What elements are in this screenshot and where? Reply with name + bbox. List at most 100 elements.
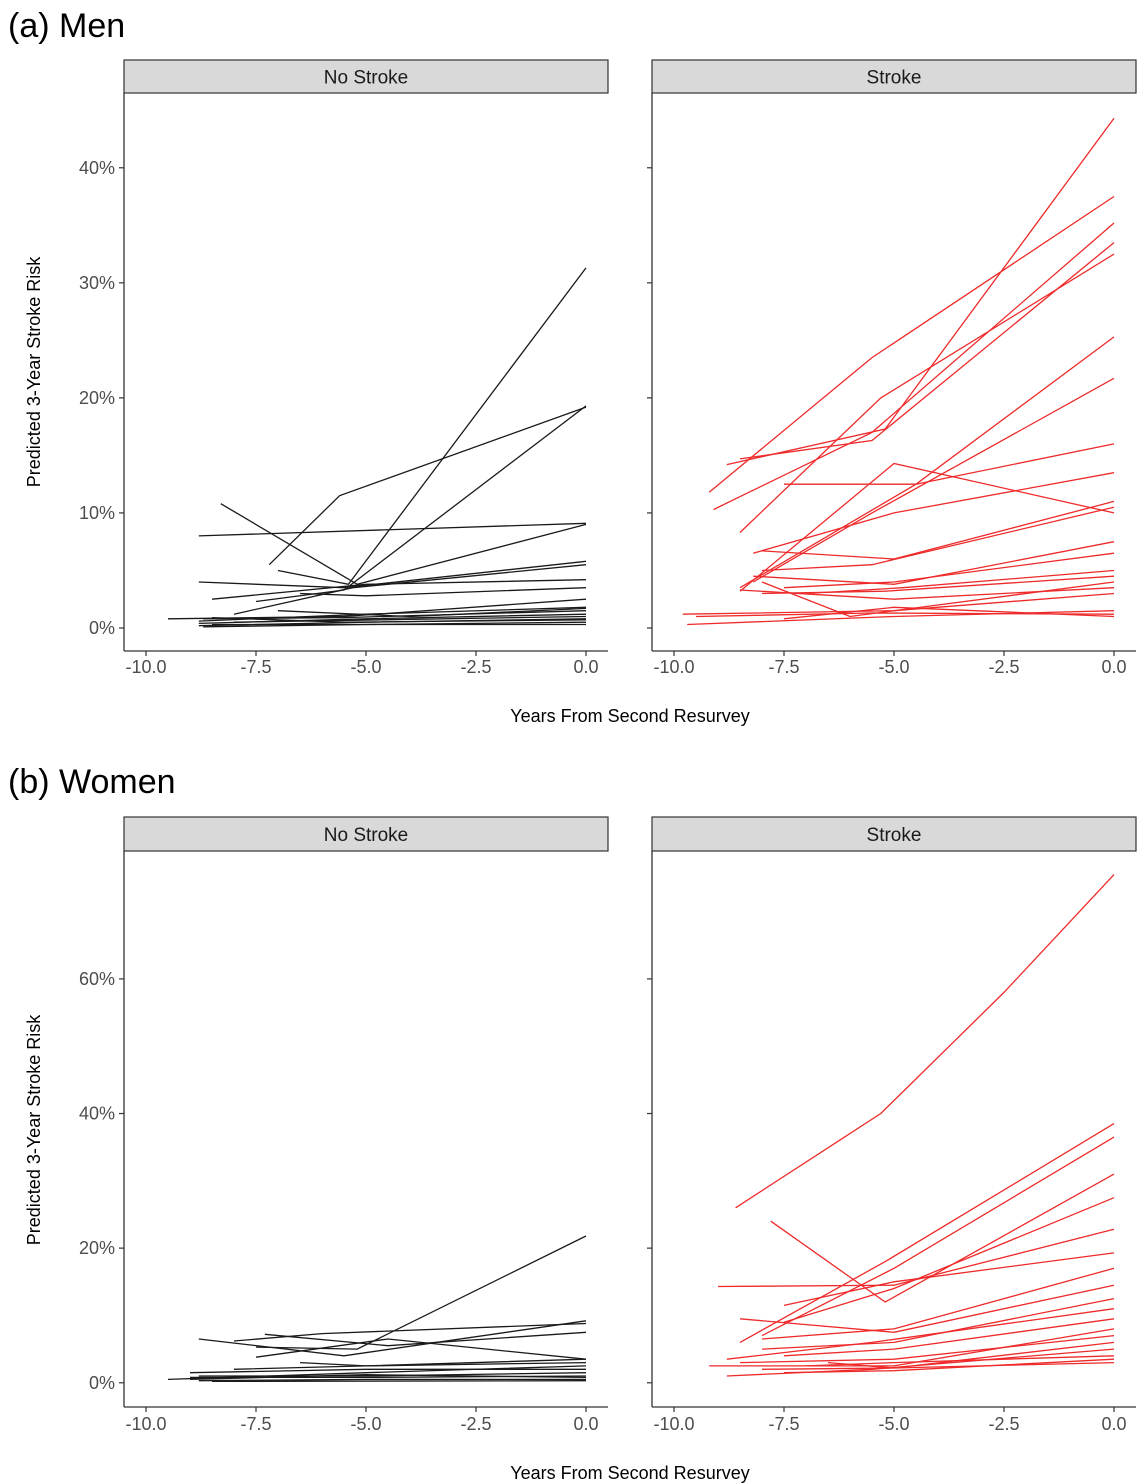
series-line [211, 579, 587, 600]
y-tick-label: 20% [79, 1238, 115, 1258]
y-tick-label: 10% [79, 503, 115, 523]
panel-title: (b) Women [8, 763, 176, 801]
series-line [739, 242, 1115, 460]
x-tick-label: -5.0 [878, 657, 909, 677]
series-line [277, 607, 587, 618]
x-tick-label: -10.0 [653, 1414, 694, 1434]
y-tick-label: 40% [79, 1104, 115, 1124]
series-line [233, 615, 587, 623]
series-line [735, 874, 1115, 1209]
x-tick-label: -10.0 [125, 657, 166, 677]
series-line [739, 462, 1115, 592]
x-tick-label: -10.0 [653, 657, 694, 677]
series-line [783, 606, 1115, 620]
series-line [189, 1368, 586, 1374]
series-line [682, 592, 1115, 615]
series-line [783, 1358, 1115, 1374]
x-axis-title: Years From Second Resurvey [510, 1463, 749, 1483]
panel-title: (a) Men [8, 7, 125, 45]
series-line [268, 406, 587, 566]
facet-strip-label: No Stroke [324, 68, 408, 89]
facet-no-stroke: No Stroke 0% 20% 40% 60% -10.0 -7.5 -5.0 -2.5 0.0 [79, 816, 609, 1434]
facet-strip-label: No Stroke [324, 825, 408, 846]
series-group [709, 874, 1115, 1377]
x-tick-label: -2.5 [988, 1414, 1019, 1434]
series-line [827, 1361, 1115, 1369]
series-line [299, 587, 587, 597]
panel-women: (b) Women No Stroke 0% 20% 40% 60% -10.0 -7.5 -5… [8, 763, 1137, 1483]
series-line [761, 500, 1115, 560]
x-tick-label: 0.0 [1101, 1414, 1126, 1434]
x-tick-label: -5.0 [350, 657, 381, 677]
y-axis-title: Predicted 3-Year Stroke Risk [24, 256, 44, 487]
x-tick-label: -2.5 [988, 657, 1019, 677]
facet-strip [123, 59, 609, 94]
series-line [299, 1358, 587, 1367]
y-tick-label: 30% [79, 273, 115, 293]
x-tick-label: -2.5 [460, 657, 491, 677]
series-line [233, 1361, 587, 1370]
series-line [713, 222, 1115, 511]
series-line [739, 1284, 1115, 1333]
y-tick-label: 20% [79, 388, 115, 408]
series-line [233, 564, 587, 615]
series-line [761, 1267, 1115, 1340]
series-line [198, 522, 587, 537]
x-tick-label: -7.5 [768, 1414, 799, 1434]
y-tick-label: 40% [79, 158, 115, 178]
series-line [726, 117, 1115, 466]
facet-strip [651, 816, 1137, 852]
x-tick-label: 0.0 [573, 657, 598, 677]
series-line [220, 503, 587, 585]
series-line [211, 616, 587, 623]
series-line [726, 1308, 1115, 1360]
series-line [783, 1318, 1115, 1357]
series-line [277, 267, 587, 586]
x-tick-label: 0.0 [1101, 657, 1126, 677]
x-tick-label: -7.5 [240, 1414, 271, 1434]
series-line [761, 506, 1115, 572]
series-line [770, 1173, 1115, 1303]
series-line [198, 1320, 587, 1357]
series-line [708, 195, 1115, 493]
y-axis-title: Predicted 3-Year Stroke Risk [24, 1014, 44, 1245]
facet-strip-label: Stroke [867, 825, 922, 846]
x-tick-label: -5.0 [878, 1414, 909, 1434]
x-axis-title: Years From Second Resurvey [510, 706, 749, 726]
facet-stroke: Stroke -10.0 -7.5 -5.0 -2.5 0.0 [647, 816, 1137, 1434]
series-line [784, 443, 1115, 485]
series-line [198, 1372, 587, 1377]
series-line [739, 1123, 1115, 1343]
x-tick-label: -7.5 [768, 657, 799, 677]
series-line [739, 253, 1115, 533]
facet-no-stroke: No Stroke 0% 10% 20% 30% 40% -10.0 -7.5 -5.0 -2.5… [79, 59, 609, 677]
series-line [761, 1136, 1115, 1337]
x-tick-label: -7.5 [240, 657, 271, 677]
series-line [739, 1334, 1115, 1364]
facet-strip [123, 816, 609, 852]
x-tick-label: -5.0 [350, 1414, 381, 1434]
y-tick-label: 0% [89, 1373, 115, 1393]
series-line [233, 1322, 587, 1342]
series-line [717, 1228, 1115, 1288]
x-tick-label: -10.0 [125, 1414, 166, 1434]
series-line [783, 1252, 1115, 1307]
series-line [726, 1348, 1115, 1377]
series-line [255, 1338, 587, 1360]
facet-strip [651, 59, 1137, 94]
series-line [211, 1380, 587, 1383]
facet-stroke: Stroke -10.0 -7.5 -5.0 -2.5 0.0 [647, 59, 1137, 677]
series-group [167, 267, 587, 628]
series-group [682, 117, 1115, 626]
series-line [753, 541, 1115, 585]
series-line [264, 1331, 587, 1347]
x-tick-label: -2.5 [460, 1414, 491, 1434]
series-group [167, 1235, 587, 1383]
y-tick-label: 60% [79, 969, 115, 989]
series-line [255, 1235, 587, 1350]
facet-strip-label: Stroke [867, 68, 922, 89]
series-line [783, 1197, 1115, 1323]
panel-men: (a) Men No Stroke 0% 10% 20% 30% 40% -10.0 -7.5 -… [8, 7, 1137, 726]
series-line [695, 612, 1115, 618]
